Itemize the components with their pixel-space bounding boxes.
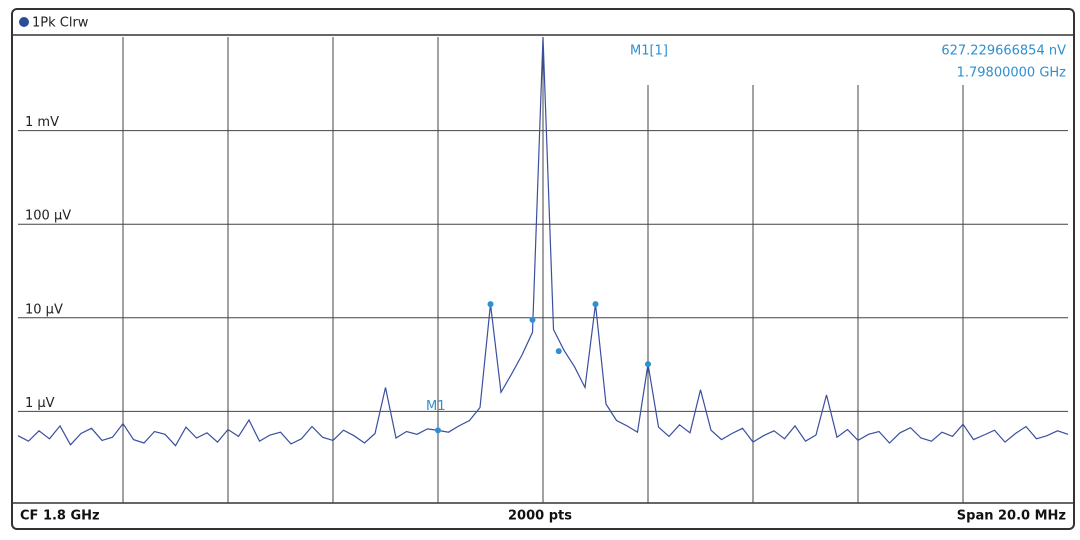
marker-point <box>487 301 494 308</box>
y-tick-label-bg <box>22 395 74 410</box>
marker-point <box>529 316 536 323</box>
marker-readout-name: M1[1] <box>630 44 668 59</box>
marker-point <box>435 427 441 434</box>
marker-point <box>645 361 651 368</box>
y-tick-label-bg <box>22 301 74 316</box>
footer-left: CF 1.8 GHz <box>20 509 100 524</box>
marker-point <box>555 348 562 355</box>
marker-readout-freq: 1.79800000 GHz <box>957 66 1067 81</box>
y-tick-label-bg <box>22 114 74 129</box>
y-tick-label: 1 mV <box>25 115 59 130</box>
y-tick-label: 100 µV <box>25 209 71 224</box>
trace-indicator <box>19 17 29 27</box>
trace <box>17 36 1069 447</box>
header-label: 1Pk Clrw <box>32 16 89 31</box>
footer-right: Span 20.0 MHz <box>957 509 1066 524</box>
marker-point <box>592 301 599 308</box>
marker-label: M1 <box>426 399 446 414</box>
y-tick-label-bg <box>22 208 74 223</box>
y-tick-label: 10 µV <box>25 302 63 317</box>
y-tick-label: 1 µV <box>25 396 55 411</box>
footer-center: 2000 pts <box>508 509 572 524</box>
marker-readout-value: 627.229666854 nV <box>941 44 1066 59</box>
